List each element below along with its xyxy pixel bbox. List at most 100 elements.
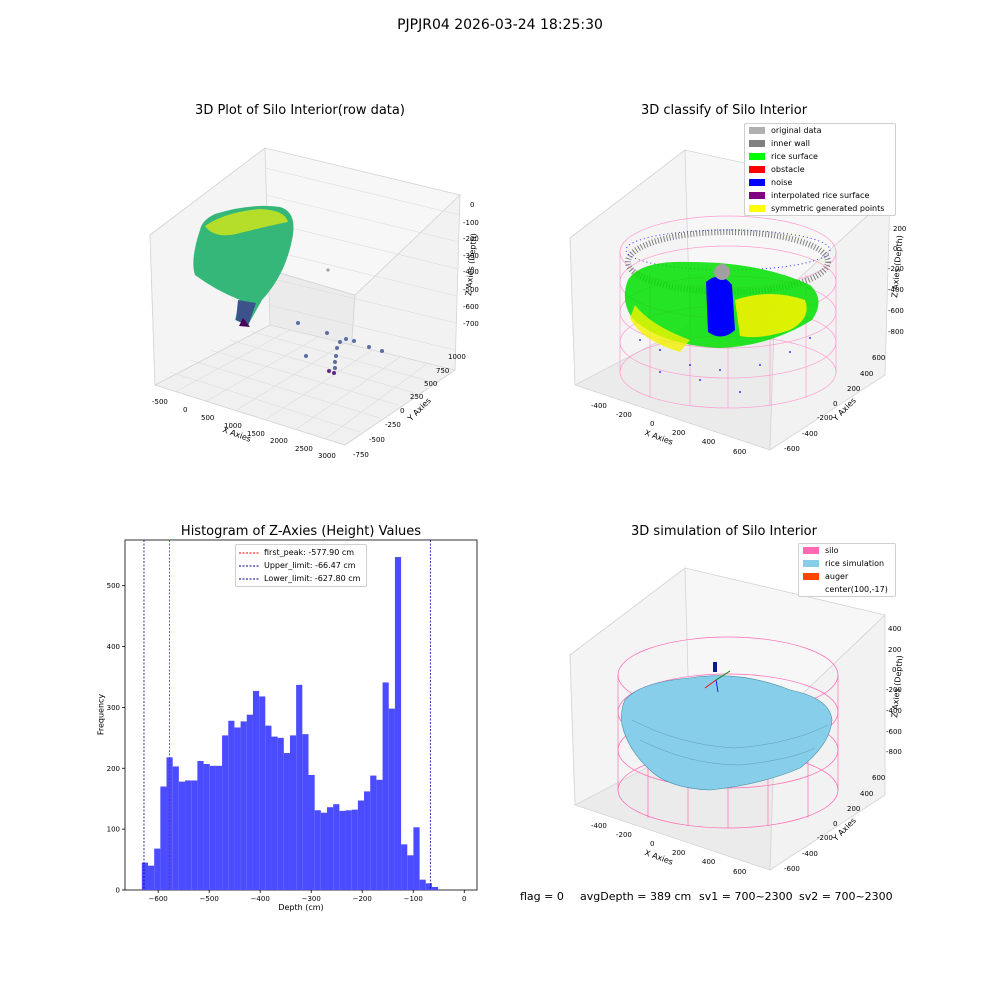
- p2-xtick: -200: [616, 411, 632, 419]
- legend-label: center(100,-17): [825, 585, 888, 594]
- p4-ztick: 200: [888, 646, 902, 654]
- p1-ztick: -300: [463, 252, 479, 260]
- histogram-bar: [425, 883, 432, 890]
- legend-item: auger: [799, 570, 895, 583]
- p4-ytick: 200: [847, 805, 861, 813]
- histogram-bar: [419, 879, 426, 890]
- p1-xtick: 0: [183, 406, 188, 414]
- histogram-bar: [172, 766, 179, 890]
- histogram-bar: [357, 800, 365, 890]
- histogram-bar: [302, 734, 309, 890]
- legend-label: inner wall: [771, 139, 811, 148]
- legend-item: interpolated rice surface: [745, 189, 895, 202]
- histogram-bar: [148, 865, 155, 890]
- legend-item: first_peak: -577.90 cm: [236, 546, 366, 559]
- x-tick-label: −500: [200, 895, 219, 903]
- p2-xtick: 0: [650, 420, 655, 428]
- figure-title: PJPJR04 2026-03-24 18:25:30: [397, 17, 603, 33]
- legend-label: original data: [771, 126, 822, 135]
- p4-xtick: 0: [650, 840, 655, 848]
- p1-xtick: 500: [201, 414, 215, 422]
- histogram-bar: [160, 786, 167, 890]
- legend-swatch: [803, 560, 819, 567]
- x-tick-label: −600: [149, 895, 168, 903]
- p1-ztick: 0: [470, 201, 475, 209]
- p2-ztick: 0: [893, 245, 898, 253]
- p2-ytick: 600: [872, 354, 886, 362]
- p2-xtick: 200: [672, 429, 686, 437]
- p1-ztick: -600: [463, 303, 479, 311]
- status-sv1: sv1 = 700~2300: [699, 890, 793, 903]
- histogram-bar: [209, 765, 216, 890]
- p1-ztick: -700: [463, 320, 479, 328]
- histogram-bar: [191, 780, 198, 890]
- x-tick-label: −100: [404, 895, 423, 903]
- histogram-xlabel: Depth (cm): [278, 903, 324, 912]
- histogram-bar: [185, 780, 192, 890]
- panel1-title: 3D Plot of Silo Interior(row data): [195, 103, 405, 118]
- histogram-bar: [296, 684, 303, 890]
- panel4-legend: silo rice simulation auger center(100,-1…: [798, 543, 896, 597]
- p4-ztick: 400: [888, 625, 902, 633]
- p4-ytick: 600: [872, 774, 886, 782]
- p1-ztick: -400: [463, 268, 479, 276]
- p4-xtick: -200: [616, 831, 632, 839]
- histogram-bar: [314, 810, 321, 890]
- legend-swatch: [803, 586, 819, 593]
- p4-ytick: -600: [784, 865, 800, 873]
- legend-item: Lower_limit: -627.80 cm: [236, 572, 366, 585]
- histogram-bar: [259, 696, 266, 890]
- p1-ztick: -200: [463, 235, 479, 243]
- legend-item: symmetric generated points: [745, 202, 895, 215]
- histogram-bar: [394, 557, 402, 890]
- y-tick-label: 300: [107, 704, 120, 712]
- p1-ytick: 250: [410, 393, 424, 401]
- p4-ztick: -800: [886, 748, 902, 756]
- panel2-title: 3D classify of Silo Interior: [640, 103, 808, 118]
- p1-xtick: 3000: [318, 452, 336, 460]
- p1-ytick: -750: [353, 451, 369, 459]
- histogram-bar: [246, 714, 253, 890]
- p4-ytick: -200: [817, 834, 833, 842]
- histogram-bar: [339, 810, 346, 890]
- p4-ytick: 0: [833, 820, 838, 828]
- legend-item: silo: [799, 544, 895, 557]
- p2-ztick: -800: [888, 328, 904, 336]
- x-tick-label: −200: [353, 895, 372, 903]
- histogram-bar: [240, 721, 247, 890]
- histogram-bar: [265, 725, 272, 890]
- x-tick-label: 0: [462, 895, 466, 903]
- histogram-bar: [320, 812, 328, 890]
- legend-label: silo: [825, 546, 839, 555]
- histogram-bar: [407, 855, 414, 890]
- histogram-bar: [215, 765, 223, 890]
- histogram-bar: [376, 779, 383, 890]
- p1-ytick: 500: [424, 380, 438, 388]
- p1-ytick: 750: [436, 367, 450, 375]
- y-tick-label: 400: [107, 643, 120, 651]
- legend-label: Lower_limit: -627.80 cm: [264, 574, 361, 583]
- legend-item: Upper_limit: -66.47 cm: [236, 559, 366, 572]
- histogram-legend: first_peak: -577.90 cm Upper_limit: -66.…: [235, 544, 367, 587]
- p4-ztick: -600: [886, 728, 902, 736]
- p4-xtick: 200: [672, 849, 686, 857]
- histogram-bar: [431, 886, 439, 890]
- legend-item: original data: [745, 124, 895, 137]
- p1-xtick: 2000: [270, 437, 288, 445]
- legend-label: Upper_limit: -66.47 cm: [264, 561, 356, 570]
- legend-swatch: [749, 166, 765, 173]
- histogram-bar: [222, 735, 229, 890]
- legend-swatch: [803, 547, 819, 554]
- legend-label: interpolated rice surface: [771, 191, 870, 200]
- histogram-bar: [370, 775, 377, 890]
- p2-xtick: -400: [591, 402, 607, 410]
- p4-ytick: -400: [802, 850, 818, 858]
- legend-swatch: [749, 179, 765, 186]
- legend-swatch: [749, 192, 765, 199]
- histogram-bar: [413, 827, 420, 890]
- p2-ytick: -400: [802, 430, 818, 438]
- p2-ytick: -600: [784, 445, 800, 453]
- p2-ytick: 200: [847, 385, 861, 393]
- legend-item: rice surface: [745, 150, 895, 163]
- x-tick-label: −300: [302, 895, 321, 903]
